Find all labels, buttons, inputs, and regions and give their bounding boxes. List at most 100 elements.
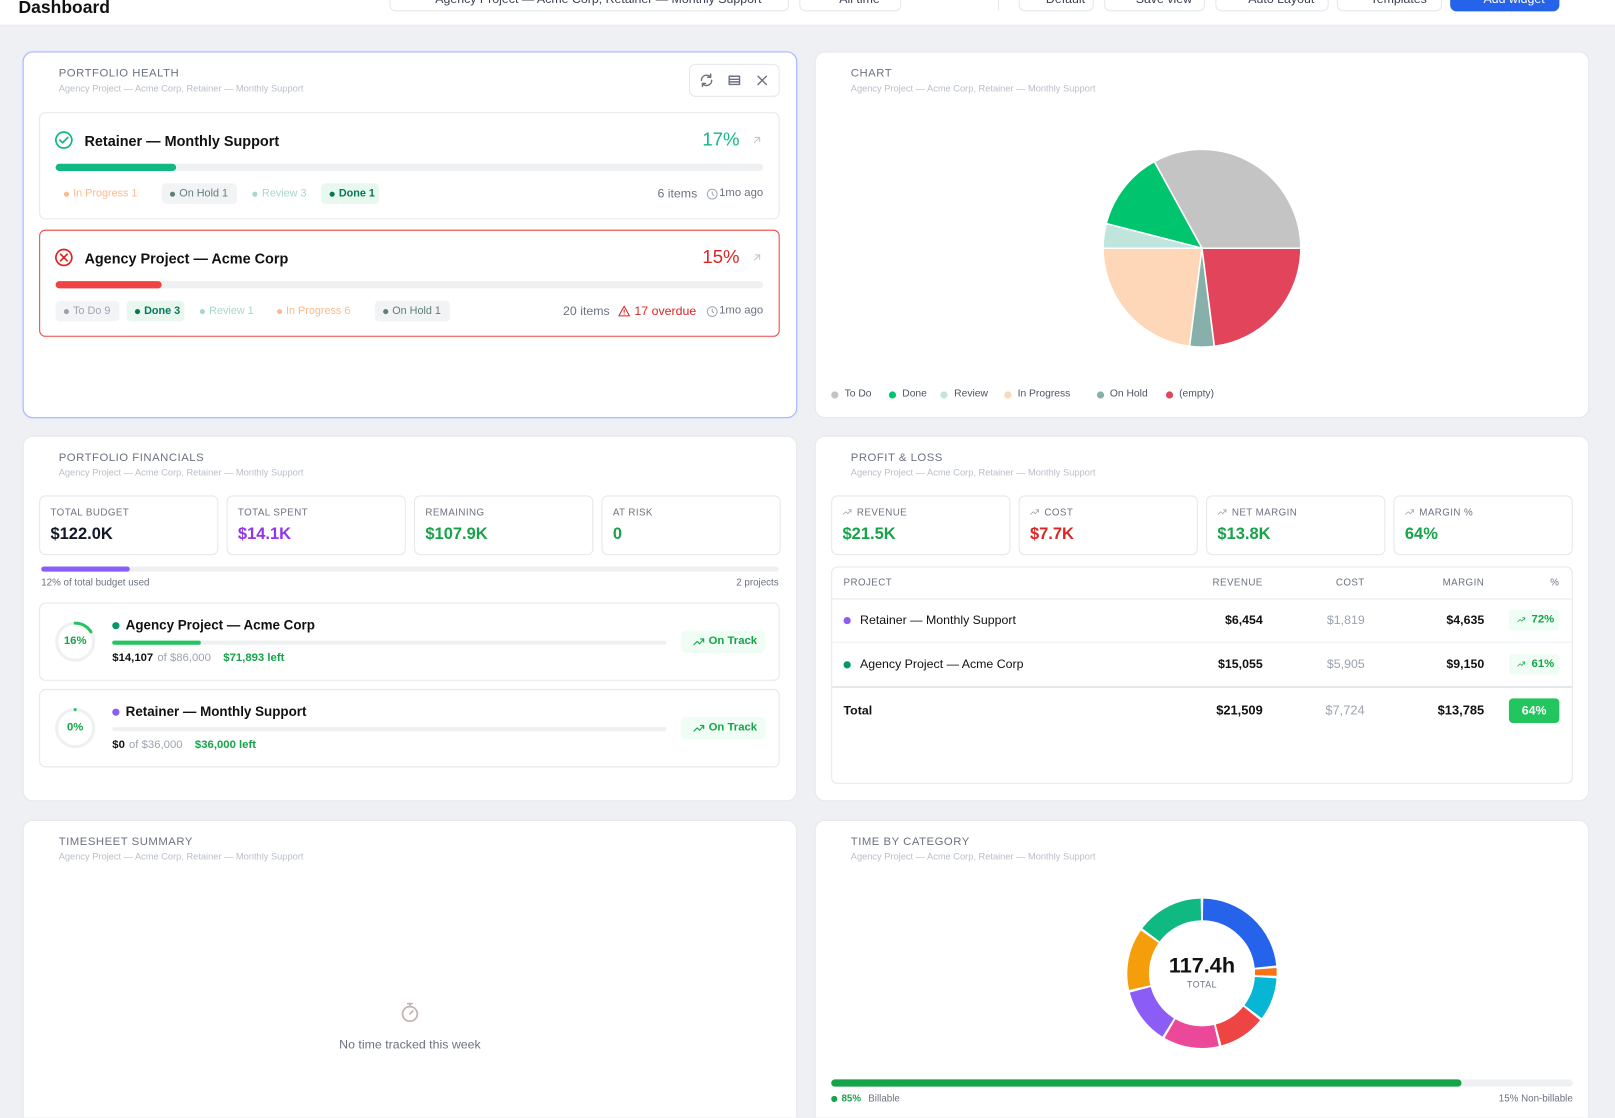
project-name: Agency Project — Acme Corp [84, 249, 289, 267]
donut-segment [1244, 976, 1277, 1019]
cell-project: Agency Project — Acme Corp [860, 656, 1024, 672]
filter-select[interactable]: Agency Project — Acme Corp, Retainer — M… [389, 0, 789, 12]
action-button[interactable]: Auto Layout [1215, 0, 1329, 12]
legend-swatch [1165, 391, 1173, 399]
stat-icon [842, 508, 852, 515]
total-margin: 64% [1521, 703, 1547, 718]
action-button[interactable]: Add widget [1450, 0, 1560, 12]
action-button[interactable]: Templates [1336, 0, 1442, 12]
donut-chart [1127, 898, 1277, 1048]
data-button[interactable] [727, 73, 741, 87]
status-badge[interactable]: On Track [680, 716, 766, 740]
open-link [753, 136, 761, 144]
open-link [753, 254, 761, 261]
status-chip: Done 1 [321, 183, 380, 204]
pie-slice [1153, 148, 1302, 249]
refresh-button[interactable] [699, 73, 713, 88]
action-button-label: Save view [1136, 0, 1192, 6]
stat-icon [1217, 508, 1226, 515]
project-dot [112, 622, 120, 630]
project-percent: 17% [702, 128, 740, 150]
stat-label: NET MARGIN [1231, 507, 1298, 519]
status-chip: In Progress 1 [55, 183, 155, 204]
cell-amount: $5,905 [1326, 656, 1365, 672]
project-name: Agency Project — Acme Corp [125, 617, 315, 633]
total-amount: $7,724 [1325, 702, 1365, 718]
chip-dot [276, 308, 282, 315]
view-select[interactable]: Default [1018, 0, 1094, 12]
stat-card: REMAINING $107.9K [414, 495, 594, 556]
ring-fill [55, 708, 96, 749]
stat-value: $122.0K [50, 525, 113, 544]
trend-icon [692, 724, 704, 732]
donut-segment [1215, 1006, 1261, 1046]
progress-fill [55, 281, 162, 289]
progress-track [55, 281, 764, 289]
status-chip: On Hold 1 [374, 300, 451, 322]
chip-label: To Do 9 [73, 304, 111, 317]
close-button[interactable] [755, 73, 769, 87]
cell-amount: $9,150 [1446, 656, 1485, 672]
status-chip: To Do 9 [55, 300, 120, 322]
stopwatch-icon-path [401, 1002, 419, 1023]
widget-title: TIMESHEET SUMMARY [58, 835, 193, 849]
stat-card: REVENUE $21.5K [831, 495, 1011, 556]
status-label: On Track [708, 634, 758, 648]
stat-icon [1404, 508, 1414, 515]
stat-icon-path [1404, 508, 1414, 515]
stat-card: TOTAL BUDGET $122.0K [39, 495, 219, 556]
trend-icon [1517, 617, 1526, 623]
budget-used-label: 12% of total budget used [41, 577, 150, 589]
left-value: $36,000 left [194, 738, 257, 751]
chip-dot [134, 308, 140, 315]
legend-swatch [1096, 391, 1104, 399]
total-label: Total [843, 703, 873, 718]
widget-subtitle: Agency Project — Acme Corp, Retainer — M… [850, 83, 1096, 94]
chip-dot [329, 191, 335, 197]
trend-icon-path [1517, 661, 1526, 667]
status-badge[interactable]: On Track [680, 630, 766, 654]
action-button[interactable]: Save view [1104, 0, 1206, 12]
status-chip: On Hold 1 [161, 183, 238, 204]
stat-label: REVENUE [856, 507, 908, 519]
widget-subtitle: Agency Project — Acme Corp, Retainer — M… [58, 467, 304, 478]
project-count: 2 projects [736, 577, 779, 589]
trend-icon-path [692, 724, 704, 732]
budget-ring [55, 621, 96, 662]
updated-label: 1mo ago [719, 304, 764, 317]
status-chip: Review 3 [244, 183, 315, 204]
widget-toolbar [689, 63, 780, 97]
range-select[interactable]: All time [799, 0, 902, 12]
stat-card: MARGIN % 64% [1393, 495, 1573, 556]
margin-chip: 61% [1508, 654, 1560, 675]
total-amount: $13,785 [1437, 702, 1485, 718]
stat-value: $107.9K [425, 525, 488, 544]
chip-dot [63, 191, 70, 197]
stat-icon-path [1217, 508, 1226, 515]
column-header: % [1550, 577, 1560, 589]
progress-track [112, 640, 667, 645]
donut-segment [1142, 898, 1202, 942]
chip-label: In Progress 1 [73, 187, 138, 200]
stat-label: MARGIN % [1419, 507, 1474, 519]
stat-label: TOTAL BUDGET [50, 507, 130, 519]
column-header: MARGIN [1442, 577, 1485, 589]
spend-line: $14,107 of $86,000 $71,893 left [112, 652, 284, 664]
stat-card: NET MARGIN $13.8K [1206, 495, 1386, 556]
project-name: Retainer — Monthly Support [125, 703, 307, 720]
stat-value: 0 [612, 525, 623, 544]
progress-fill [831, 1079, 1462, 1087]
pie-slice [1105, 160, 1204, 250]
items-label: 6 items [657, 186, 698, 201]
margin-chip: 72% [1508, 609, 1560, 631]
close-button-path [757, 75, 768, 86]
widget-card [22, 819, 798, 1118]
progress-fill [55, 163, 176, 171]
status-label: On Track [708, 721, 758, 734]
pie-chart [1102, 148, 1302, 348]
billable-dot [831, 1095, 838, 1103]
ring-label: 16% [63, 634, 87, 648]
billable-label: Billable [868, 1093, 900, 1105]
progress-fill [41, 566, 130, 572]
open-link-path [753, 136, 761, 144]
